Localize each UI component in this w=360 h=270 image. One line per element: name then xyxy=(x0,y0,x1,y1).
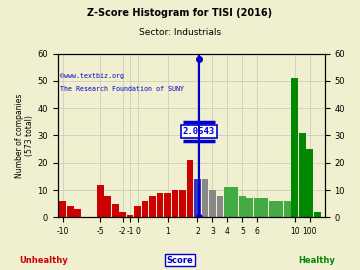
Bar xyxy=(247,198,253,217)
Bar xyxy=(134,207,141,217)
Text: Sector: Industrials: Sector: Industrials xyxy=(139,28,221,37)
Bar xyxy=(254,198,261,217)
Bar xyxy=(194,179,201,217)
Text: Score: Score xyxy=(167,256,193,265)
Bar xyxy=(179,190,186,217)
Text: ©www.textbiz.org: ©www.textbiz.org xyxy=(60,73,124,79)
Bar xyxy=(172,190,178,217)
Text: Healthy: Healthy xyxy=(298,256,335,265)
Bar xyxy=(202,179,208,217)
Bar xyxy=(112,204,118,217)
Bar xyxy=(284,201,291,217)
Bar xyxy=(164,193,171,217)
Bar xyxy=(291,78,298,217)
Bar xyxy=(299,133,306,217)
Bar xyxy=(104,195,111,217)
Bar xyxy=(157,193,163,217)
Bar xyxy=(224,187,231,217)
Bar xyxy=(127,215,134,217)
Bar xyxy=(306,149,313,217)
Text: The Research Foundation of SUNY: The Research Foundation of SUNY xyxy=(60,86,184,92)
Bar xyxy=(67,207,73,217)
Bar xyxy=(119,212,126,217)
Bar xyxy=(276,201,283,217)
Text: Unhealthy: Unhealthy xyxy=(19,256,68,265)
Bar xyxy=(75,209,81,217)
Text: Z-Score Histogram for TISI (2016): Z-Score Histogram for TISI (2016) xyxy=(87,8,273,18)
Bar xyxy=(149,195,156,217)
Bar xyxy=(59,201,66,217)
Bar xyxy=(216,195,223,217)
Bar xyxy=(186,160,193,217)
Bar xyxy=(209,190,216,217)
Text: 2.0543: 2.0543 xyxy=(183,127,215,136)
Bar xyxy=(261,198,268,217)
Bar xyxy=(269,201,276,217)
Y-axis label: Number of companies
(573 total): Number of companies (573 total) xyxy=(15,93,35,178)
Bar xyxy=(239,195,246,217)
Bar xyxy=(142,201,148,217)
Bar xyxy=(231,187,238,217)
Bar xyxy=(314,212,320,217)
Bar xyxy=(97,185,104,217)
